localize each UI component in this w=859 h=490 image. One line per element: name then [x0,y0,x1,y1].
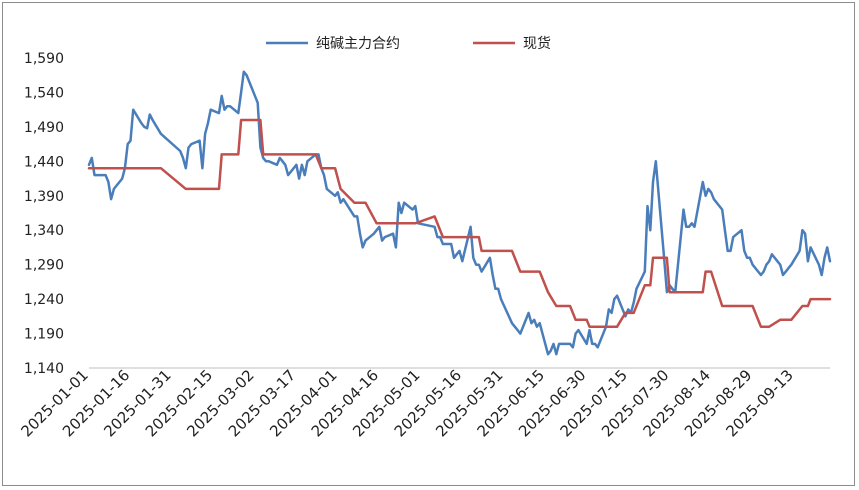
y-tick-label: 1,240 [24,292,64,308]
y-tick-label: 1,140 [24,361,64,377]
y-axis: 1,140 1,190 1,240 1,290 1,340 1,390 1,440 1,490… [24,51,64,377]
chart-legend: 纯碱主力合约 现货 [266,35,551,52]
plot-area [87,70,832,356]
y-tick-label: 1,590 [24,51,64,67]
y-tick-label: 1,290 [24,258,64,274]
line-chart: 纯碱主力合约 现货 1,1401,1901,2401,2901,3401,3901… [17,35,832,440]
y-tick-label: 1,190 [24,327,64,343]
y-tick-label: 1,390 [24,189,64,205]
y-tick-label: 1,440 [24,154,64,170]
y-tick-label: 1,340 [24,223,64,239]
series-line-1 [87,118,832,328]
y-tick-label: 1,490 [24,120,64,136]
x-axis: 2025-01-012025-01-162025-01-312025-02-15… [17,366,830,440]
y-tick-label: 1,540 [24,85,64,101]
series-line-0 [87,70,832,356]
legend-label-1: 现货 [523,35,551,52]
legend-label-0: 纯碱主力合约 [316,36,400,52]
